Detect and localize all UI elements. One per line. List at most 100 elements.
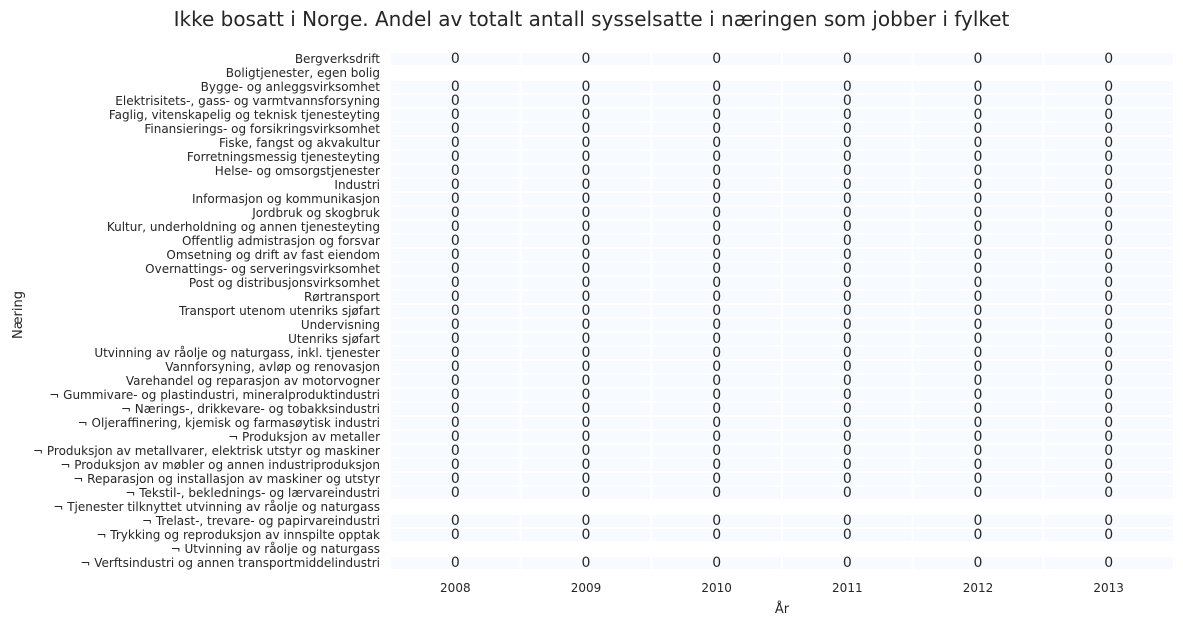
heatmap-cell [391,459,520,471]
heatmap-cell [652,221,781,233]
cell-value-label: 0 [1104,177,1113,193]
heatmap-cell [391,333,520,345]
row-label: Utenriks sjøfart [288,332,380,346]
heatmap-cell [521,165,651,177]
heatmap-cell [1044,473,1173,485]
cell-value-label: 0 [451,233,460,249]
heatmap-cell [1044,235,1173,247]
cell-value-label: 0 [582,205,591,221]
cell-value-label: 0 [1104,317,1113,333]
heatmap-cell [521,333,651,345]
cell-value-label: 0 [582,471,591,487]
cell-value-label: 0 [1104,401,1113,417]
cell-value-label: 0 [582,191,591,207]
cell-value-label: 0 [451,149,460,165]
cell-value-label: 0 [712,233,721,249]
heatmap-cell [783,417,912,429]
cell-value-label: 0 [582,79,591,95]
heatmap-cell [391,557,520,569]
heatmap-cell [652,515,781,527]
heatmap-cell [1044,417,1173,429]
chart-title: Ikke bosatt i Norge. Andel av totalt ant… [173,7,1010,31]
heatmap-cell [391,375,520,387]
cell-value-label: 0 [451,247,460,263]
cell-value-label: 0 [974,233,983,249]
heatmap-cell [391,515,520,527]
heatmap-cell [913,221,1043,233]
heatmap-cell [652,333,781,345]
heatmap-cell [1044,375,1173,387]
cell-value-label: 0 [843,373,852,389]
row-label: Omsetning og drift av fast eiendom [166,248,380,262]
row-label: Undervisning [301,318,380,332]
cell-value-label: 0 [843,261,852,277]
cell-value-label: 0 [843,331,852,347]
cell-value-label: 0 [712,527,721,543]
cell-value-label: 0 [1104,51,1113,67]
x-tick-label: 2009 [571,581,602,595]
cell-value-label: 0 [451,513,460,529]
cell-value-label: 0 [712,471,721,487]
heatmap-cell [521,263,651,275]
heatmap-cell [652,459,781,471]
cell-value-label: 0 [974,555,983,571]
x-tick-label: 2011 [832,581,863,595]
heatmap-cell [391,389,520,401]
heatmap-cell [652,529,781,541]
cell-value-label: 0 [1104,219,1113,235]
heatmap-cell [783,137,912,149]
cell-value-label: 0 [843,219,852,235]
heatmap-cell [391,179,520,191]
heatmap-cell [391,487,520,499]
cell-value-label: 0 [712,107,721,123]
cell-value-label: 0 [974,247,983,263]
y-axis-title: Næring [11,291,26,339]
cell-value-label: 0 [582,289,591,305]
heatmap-cell [652,95,781,107]
heatmap-cell [391,207,520,219]
cell-value-label: 0 [843,191,852,207]
cell-value-label: 0 [582,107,591,123]
heatmap-cell [783,333,912,345]
cell-value-label: 0 [974,303,983,319]
heatmap-cell [913,179,1043,191]
cell-value-label: 0 [451,79,460,95]
cell-value-label: 0 [712,135,721,151]
heatmap-cell [652,151,781,163]
cell-value-label: 0 [712,93,721,109]
cell-value-label: 0 [1104,205,1113,221]
heatmap-cell [783,403,912,415]
heatmap-cell [521,207,651,219]
row-label: ¬ Reparasjon og installasjon av maskiner… [73,472,380,486]
cell-value-label: 0 [582,457,591,473]
heatmap-cell [1044,487,1173,499]
cell-value-label: 0 [451,415,460,431]
cell-value-label: 0 [843,135,852,151]
heatmap-cell [652,319,781,331]
heatmap-cell [521,417,651,429]
row-label: Varehandel og reparasjon av motorvogner [126,374,380,388]
cell-value-label: 0 [974,135,983,151]
row-label: ¬ Tekstil-, beklednings- og lærvareindus… [125,486,380,500]
cell-value-label: 0 [712,121,721,137]
cell-value-label: 0 [974,121,983,137]
heatmap-cell [652,291,781,303]
heatmap-cell [783,361,912,373]
heatmap-cell [652,389,781,401]
heatmap-cell [1044,291,1173,303]
cell-value-label: 0 [843,247,852,263]
heatmap-cell [391,431,520,443]
cell-value-label: 0 [843,317,852,333]
cell-value-label: 0 [843,457,852,473]
heatmap-cell [913,207,1043,219]
heatmap-cell [1044,305,1173,317]
heatmap-cell [652,431,781,443]
row-label: ¬ Produksjon av metaller [228,430,380,444]
cell-value-label: 0 [843,513,852,529]
heatmap-cell [391,291,520,303]
heatmap-cell [783,431,912,443]
cell-value-label: 0 [451,331,460,347]
heatmap-cell [652,235,781,247]
cell-value-label: 0 [712,149,721,165]
